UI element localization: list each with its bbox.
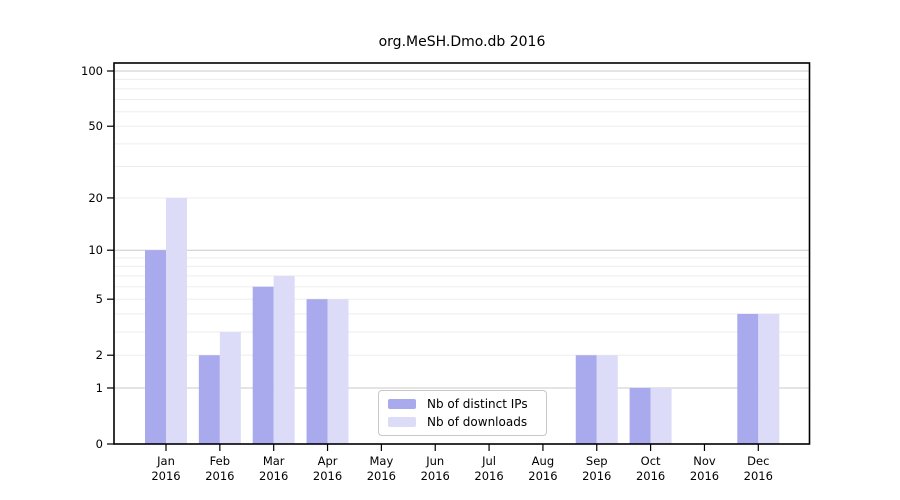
x-tick-label-year: 2016 <box>582 469 611 483</box>
x-tick-label-year: 2016 <box>528 469 557 483</box>
x-tick-label-month: Feb <box>210 454 230 468</box>
bar-downloads-sep <box>596 355 618 444</box>
legend: Nb of distinct IPs Nb of downloads <box>378 390 547 436</box>
x-tick-label-month: Oct <box>641 454 661 468</box>
bar-distinct-ips-dec <box>737 313 759 444</box>
bar-distinct-ips-mar <box>252 286 274 444</box>
x-tick-label-month: Nov <box>693 454 716 468</box>
legend-label-downloads: Nb of downloads <box>427 414 528 429</box>
y-tick-label: 10 <box>88 243 103 257</box>
legend-item-distinct-ips: Nb of distinct IPs <box>388 397 537 411</box>
x-tick-label-year: 2016 <box>744 469 773 483</box>
bar-distinct-ips-jan <box>145 250 166 444</box>
y-tick-label: 2 <box>96 348 103 362</box>
x-tick-label-year: 2016 <box>421 469 450 483</box>
x-tick-label-month: Jul <box>481 454 496 468</box>
bar-downloads-apr <box>327 299 349 444</box>
bar-downloads-oct <box>650 387 672 444</box>
y-tick-label: 5 <box>96 292 103 306</box>
y-tick-label: 100 <box>81 64 103 78</box>
x-tick-label-month: Jun <box>425 454 444 468</box>
x-tick-label-year: 2016 <box>151 469 180 483</box>
plot-frame <box>113 62 811 445</box>
legend-label-distinct-ips: Nb of distinct IPs <box>427 397 528 412</box>
legend-swatch-downloads <box>388 416 416 427</box>
x-tick-label-month: May <box>369 454 393 468</box>
x-tick-label-year: 2016 <box>205 469 234 483</box>
y-tick-label: 20 <box>88 191 103 205</box>
x-tick-label-month: Sep <box>586 454 608 468</box>
x-tick-label-year: 2016 <box>367 469 396 483</box>
x-tick-label-month: Jan <box>156 454 175 468</box>
x-tick-label-year: 2016 <box>636 469 665 483</box>
x-tick-label-year: 2016 <box>474 469 503 483</box>
x-tick-label-month: Aug <box>532 454 554 468</box>
bar-distinct-ips-sep <box>575 355 597 444</box>
x-tick-label-month: Dec <box>747 454 769 468</box>
x-tick-label-year: 2016 <box>313 469 342 483</box>
bar-distinct-ips-oct <box>629 387 651 444</box>
bar-downloads-feb <box>219 331 241 444</box>
x-tick-label-year: 2016 <box>690 469 719 483</box>
legend-item-downloads: Nb of downloads <box>388 415 537 429</box>
y-tick-label: 0 <box>96 437 103 451</box>
x-tick-label-month: Apr <box>318 454 338 468</box>
y-tick-label: 50 <box>88 119 103 133</box>
bar-distinct-ips-apr <box>306 299 328 444</box>
bar-distinct-ips-feb <box>198 355 220 444</box>
x-tick-label-month: Mar <box>263 454 285 468</box>
chart-title: org.MeSH.Dmo.db 2016 <box>378 34 546 50</box>
bar-downloads-mar <box>273 275 295 444</box>
bar-downloads-jan <box>166 197 187 444</box>
x-tick-label-year: 2016 <box>259 469 288 483</box>
y-tick-label: 1 <box>96 381 103 395</box>
legend-swatch-distinct-ips <box>388 399 416 410</box>
bar-downloads-dec <box>758 313 780 444</box>
